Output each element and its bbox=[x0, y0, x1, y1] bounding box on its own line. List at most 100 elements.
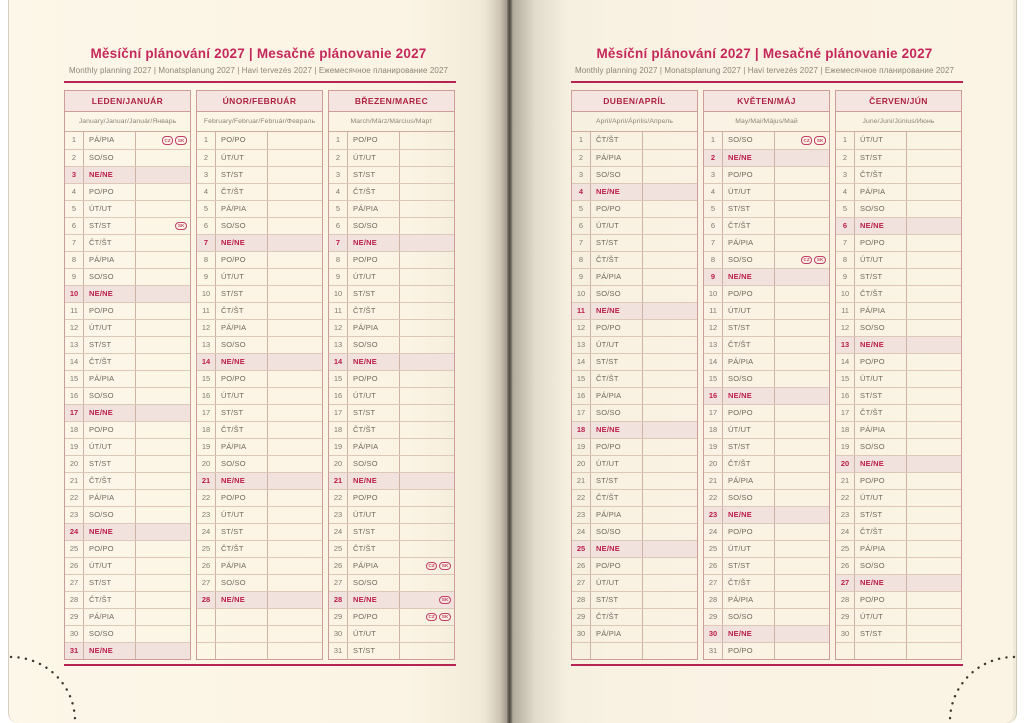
day-row: 16 ST/ST bbox=[836, 387, 961, 404]
day-number: 10 bbox=[572, 286, 591, 302]
day-row: 3 ST/ST bbox=[329, 166, 454, 183]
weekday-label: SO/SO bbox=[216, 337, 268, 353]
weekday-label: PO/PO bbox=[855, 235, 907, 251]
notes-cell bbox=[643, 558, 697, 574]
day-row: 11 ČT/ŠT bbox=[329, 302, 454, 319]
day-row: 4 ČT/ŠT bbox=[329, 183, 454, 200]
notes-cell bbox=[400, 286, 454, 302]
day-row: 21 ČT/ŠT bbox=[65, 472, 190, 489]
day-row: 17 ST/ST bbox=[329, 404, 454, 421]
weekday-label: ČT/ŠT bbox=[216, 303, 268, 319]
notes-cell bbox=[643, 371, 697, 387]
notes-cell bbox=[643, 269, 697, 285]
weekday-label: ST/ST bbox=[84, 456, 136, 472]
day-number: 13 bbox=[329, 337, 348, 353]
weekday-label: NE/NE bbox=[855, 575, 907, 591]
day-number: 11 bbox=[329, 303, 348, 319]
notes-cell bbox=[775, 320, 829, 336]
weekday-label: NE/NE bbox=[84, 167, 136, 183]
day-row: 2 SO/SO bbox=[65, 149, 190, 166]
notes-cell bbox=[907, 320, 961, 336]
notes-cell: CZ SK bbox=[400, 558, 454, 574]
day-number: 12 bbox=[572, 320, 591, 336]
empty-row bbox=[572, 642, 697, 659]
day-row: 1 PÁ/PIA CZ SK bbox=[65, 132, 190, 149]
day-number: 16 bbox=[65, 388, 84, 404]
notes-cell bbox=[775, 609, 829, 625]
notes-cell bbox=[643, 354, 697, 370]
notes-cell bbox=[907, 150, 961, 166]
day-row: 24 NE/NE bbox=[65, 523, 190, 540]
weekday-label: ST/ST bbox=[591, 354, 643, 370]
notes-cell bbox=[400, 354, 454, 370]
day-number: 3 bbox=[65, 167, 84, 183]
months-container-right: DUBEN/APRÍL April/April/Április/Апрель 1 ČT… bbox=[571, 90, 971, 660]
notes-cell bbox=[400, 490, 454, 506]
day-number: 28 bbox=[836, 592, 855, 608]
weekday-label: NE/NE bbox=[84, 405, 136, 421]
day-number: 7 bbox=[65, 235, 84, 251]
day-row: 16 NE/NE bbox=[704, 387, 829, 404]
day-number: 18 bbox=[704, 422, 723, 438]
day-number: 8 bbox=[572, 252, 591, 268]
notes-cell bbox=[136, 439, 190, 455]
notes-cell bbox=[643, 235, 697, 251]
day-row: 23 PÁ/PIA bbox=[572, 506, 697, 523]
day-number: 3 bbox=[704, 167, 723, 183]
day-row: 16 SO/SO bbox=[65, 387, 190, 404]
day-number: 3 bbox=[572, 167, 591, 183]
month-languages: April/April/Április/Апрель bbox=[572, 112, 697, 132]
day-number: 22 bbox=[836, 490, 855, 506]
weekday-label: ČT/ŠT bbox=[855, 524, 907, 540]
notes-cell bbox=[136, 575, 190, 591]
weekday-label: PO/PO bbox=[216, 132, 268, 149]
day-number: 11 bbox=[65, 303, 84, 319]
day-number: 10 bbox=[65, 286, 84, 302]
day-row: 26 ST/ST bbox=[704, 557, 829, 574]
notes-cell bbox=[643, 609, 697, 625]
holiday-badge-cz: CZ bbox=[425, 561, 438, 571]
day-number: 7 bbox=[836, 235, 855, 251]
months-container-left: LEDEN/JANUÁR January/Januar/Január/Январь… bbox=[64, 90, 464, 660]
holiday-badge-sk: SK bbox=[814, 136, 826, 145]
weekday-label: NE/NE bbox=[723, 507, 775, 523]
weekday-label: ÚT/UT bbox=[855, 609, 907, 625]
notes-cell bbox=[907, 184, 961, 200]
notes-cell bbox=[136, 592, 190, 608]
weekday-label: ÚT/UT bbox=[591, 218, 643, 234]
weekday-label: PÁ/PIA bbox=[348, 558, 400, 574]
weekday-label: ČT/ŠT bbox=[855, 405, 907, 421]
month-languages: February/Februar/Február/Февраль bbox=[197, 112, 322, 132]
weekday-label: NE/NE bbox=[855, 218, 907, 234]
day-number: 9 bbox=[704, 269, 723, 285]
empty-row bbox=[197, 625, 322, 642]
day-row: 24 ST/ST bbox=[197, 523, 322, 540]
day-row: 6 ČT/ŠT bbox=[704, 217, 829, 234]
day-row: 31 ST/ST bbox=[329, 642, 454, 659]
day-row: 11 ÚT/UT bbox=[704, 302, 829, 319]
day-row: 23 ÚT/UT bbox=[197, 506, 322, 523]
day-number: 4 bbox=[704, 184, 723, 200]
weekday-label: PÁ/PIA bbox=[855, 184, 907, 200]
day-number: 11 bbox=[836, 303, 855, 319]
day-row: 13 NE/NE bbox=[836, 336, 961, 353]
notes-cell bbox=[775, 473, 829, 489]
notes-cell bbox=[907, 167, 961, 183]
notes-cell bbox=[775, 303, 829, 319]
day-row: 14 NE/NE bbox=[329, 353, 454, 370]
notes-cell bbox=[907, 609, 961, 625]
day-number: 13 bbox=[836, 337, 855, 353]
weekday-label: PO/PO bbox=[855, 473, 907, 489]
day-number: 27 bbox=[572, 575, 591, 591]
day-number: 2 bbox=[572, 150, 591, 166]
day-number: 28 bbox=[329, 592, 348, 608]
day-row: 30 ST/ST bbox=[836, 625, 961, 642]
day-number: 5 bbox=[836, 201, 855, 217]
weekday-label: NE/NE bbox=[591, 303, 643, 319]
notes-cell bbox=[136, 643, 190, 659]
weekday-label: ČT/ŠT bbox=[216, 422, 268, 438]
weekday-label: SO/SO bbox=[84, 507, 136, 523]
weekday-label: ÚT/UT bbox=[591, 337, 643, 353]
day-row: 20 ST/ST bbox=[65, 455, 190, 472]
month-languages: May/Mai/Május/Май bbox=[704, 112, 829, 132]
